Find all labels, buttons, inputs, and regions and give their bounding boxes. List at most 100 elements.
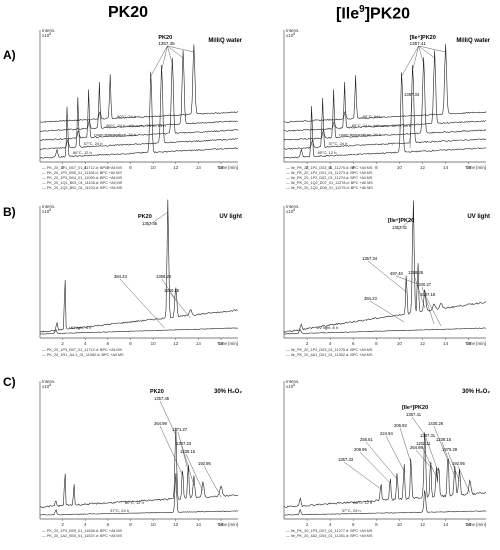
- peak-leader-line: [421, 286, 435, 325]
- x-tick-label: 16: [219, 522, 225, 527]
- peak-leader-line: [343, 461, 382, 490]
- x-tick-label: 4: [329, 165, 332, 170]
- extra-mass-label: 1357.34: [404, 92, 420, 97]
- condition-label: MilliQ water: [208, 38, 242, 44]
- peak-mass-label: 384.23: [364, 296, 377, 301]
- peak-mass-label: 1238.15: [436, 437, 452, 442]
- trace-label: -80°C, 24 h; defrozen, -20°C, 24 h: [350, 123, 411, 128]
- chromatogram-trace: [39, 57, 239, 141]
- y-axis-label: Intens.: [42, 204, 56, 209]
- peak-leader-line: [159, 400, 176, 436]
- trace-label: UV light, 8 h: [69, 325, 91, 330]
- trace-label: room temperature, 24 h: [339, 132, 381, 137]
- legend-entry: — PK_20_1P3_B09_01_11538.d: BPC +All MS: [42, 529, 123, 533]
- chromatogram-trace: [39, 44, 239, 123]
- trace-label: 80°C, 12 h: [125, 500, 144, 505]
- x-tick-label: 2: [61, 341, 64, 346]
- peak-label: PK20: [150, 389, 164, 395]
- x-tick-label: 2: [306, 341, 309, 346]
- legend-entry: — PK_20_1Q1_B03_01_11105.d: BPC +All MS: [42, 181, 123, 185]
- x-tick-label: 6: [352, 522, 355, 527]
- peak-leader-line: [418, 45, 446, 53]
- x-tick-label: 14: [443, 522, 449, 527]
- x-axis-label: Time [min]: [217, 341, 238, 346]
- x-tick-label: 12: [173, 341, 179, 346]
- chromatogram-trace: [283, 432, 487, 509]
- legend-entry: — Ile_PK_20_1P2_D01_01_11273.d: BPC +All…: [286, 171, 373, 175]
- peak-leader-line: [415, 449, 431, 468]
- x-axis-label: Time [min]: [465, 341, 486, 346]
- column-title-pk20-text: PK20: [108, 4, 149, 21]
- peak-leader-line: [167, 45, 173, 65]
- condition-label: UV light: [219, 214, 242, 220]
- peak-leader-line: [441, 441, 456, 478]
- x-tick-label: 12: [420, 165, 426, 170]
- peak-mass-label: 1371.27: [172, 427, 188, 432]
- chromatogram-trace: [283, 200, 487, 333]
- peak-mass-label: 264.99: [154, 421, 167, 426]
- y-axis-exponent-sup: 8: [293, 383, 295, 387]
- chromatogram-trace: [283, 72, 487, 159]
- peak-label: PK20: [158, 35, 172, 41]
- legend-entry: — Ile_PK_20_4A1_D01_01_11302.d: BPC +All…: [286, 353, 373, 357]
- condition-label: MilliQ water: [456, 38, 490, 44]
- x-axis-label: Time [min]: [217, 522, 238, 527]
- chromatogram-trace: [39, 472, 239, 516]
- legend-entry: — PK_20_1P2_B05_01_11108.d: BPC +All MS: [42, 171, 122, 175]
- chromatogram-trace: [283, 50, 487, 132]
- x-tick-label: 6: [107, 522, 110, 527]
- peak-leader-line: [421, 445, 437, 478]
- peak-mass-label: 1435.26: [428, 421, 444, 426]
- peak-leader-line: [397, 217, 414, 231]
- peak-leader-line: [119, 278, 165, 329]
- legend-entry: — Ile_PK_20_1P3_D07_01_11277.d: BPC +All…: [286, 529, 373, 533]
- trace-label: -80°C, 24 h; defrozen, -20°C, 24 h: [105, 123, 166, 128]
- x-tick-label: 14: [196, 341, 202, 346]
- trace-label: -80°C, 24 h: [116, 114, 136, 119]
- peak-leader-line: [401, 45, 419, 77]
- x-tick-label: 14: [443, 341, 449, 346]
- y-axis-exponent-sup: 8: [49, 208, 51, 212]
- y-axis-exponent: x108: [286, 208, 295, 214]
- legend-entry: — PK_20_1P3_B04_01_11090.d: BPC +All MS: [42, 176, 123, 180]
- trace-label: 80°C, 12 h: [353, 500, 372, 505]
- peak-mass-label: 1375.29: [442, 447, 458, 452]
- x-tick-label: 4: [84, 522, 87, 527]
- trace-label: 37°C, 24 h: [84, 141, 103, 146]
- chromatogram-trace: [283, 57, 487, 141]
- x-tick-label: 6: [107, 165, 110, 170]
- peak-mass-label: 1358.26: [408, 270, 424, 275]
- trace-label: UV light, 8 h: [316, 325, 338, 330]
- x-tick-label: 16: [466, 165, 472, 170]
- peak-leader-line: [159, 425, 183, 476]
- legend-entry: — PK_20_1A2_B04_01_11537.d: BPC +All MS: [42, 534, 123, 538]
- x-tick-label: 4: [329, 341, 332, 346]
- trace-label: 37°C, 24 h: [342, 508, 361, 513]
- peak-mass-label: 224.94: [380, 431, 393, 436]
- y-axis-exponent-sup: 8: [293, 208, 295, 212]
- x-tick-label: 16: [466, 341, 472, 346]
- column-title-ile-end: ]PK20: [364, 5, 411, 23]
- peak-leader-line: [418, 45, 424, 65]
- condition-label: UV light: [467, 214, 490, 220]
- x-tick-label: 8: [129, 522, 132, 527]
- peak-leader-line: [447, 451, 460, 482]
- x-tick-label: 2: [306, 165, 309, 170]
- legend-entry: — PK_20_1P3_B07_01_11712.d: BPC +All MS: [42, 348, 123, 352]
- x-tick-label: 12: [420, 522, 426, 527]
- peak-mass-label: 264.98: [410, 445, 423, 450]
- x-tick-label: 10: [151, 341, 157, 346]
- legend-entry: — Ile_PK_20_1P2_D02_01_11274.d: BPC +All…: [286, 176, 373, 180]
- chromatogram-trace: [283, 44, 487, 123]
- x-tick-label: 4: [329, 522, 332, 527]
- trace-label: 80°C, 12 h: [317, 150, 336, 155]
- x-tick-label: 8: [375, 165, 378, 170]
- trace-label: -80°C, 24 h: [361, 114, 381, 119]
- y-axis-label: Intens.: [286, 204, 300, 209]
- peak-leader-line: [365, 441, 398, 480]
- peak-mass-label: 206.92: [394, 423, 407, 428]
- x-tick-label: 12: [173, 165, 179, 170]
